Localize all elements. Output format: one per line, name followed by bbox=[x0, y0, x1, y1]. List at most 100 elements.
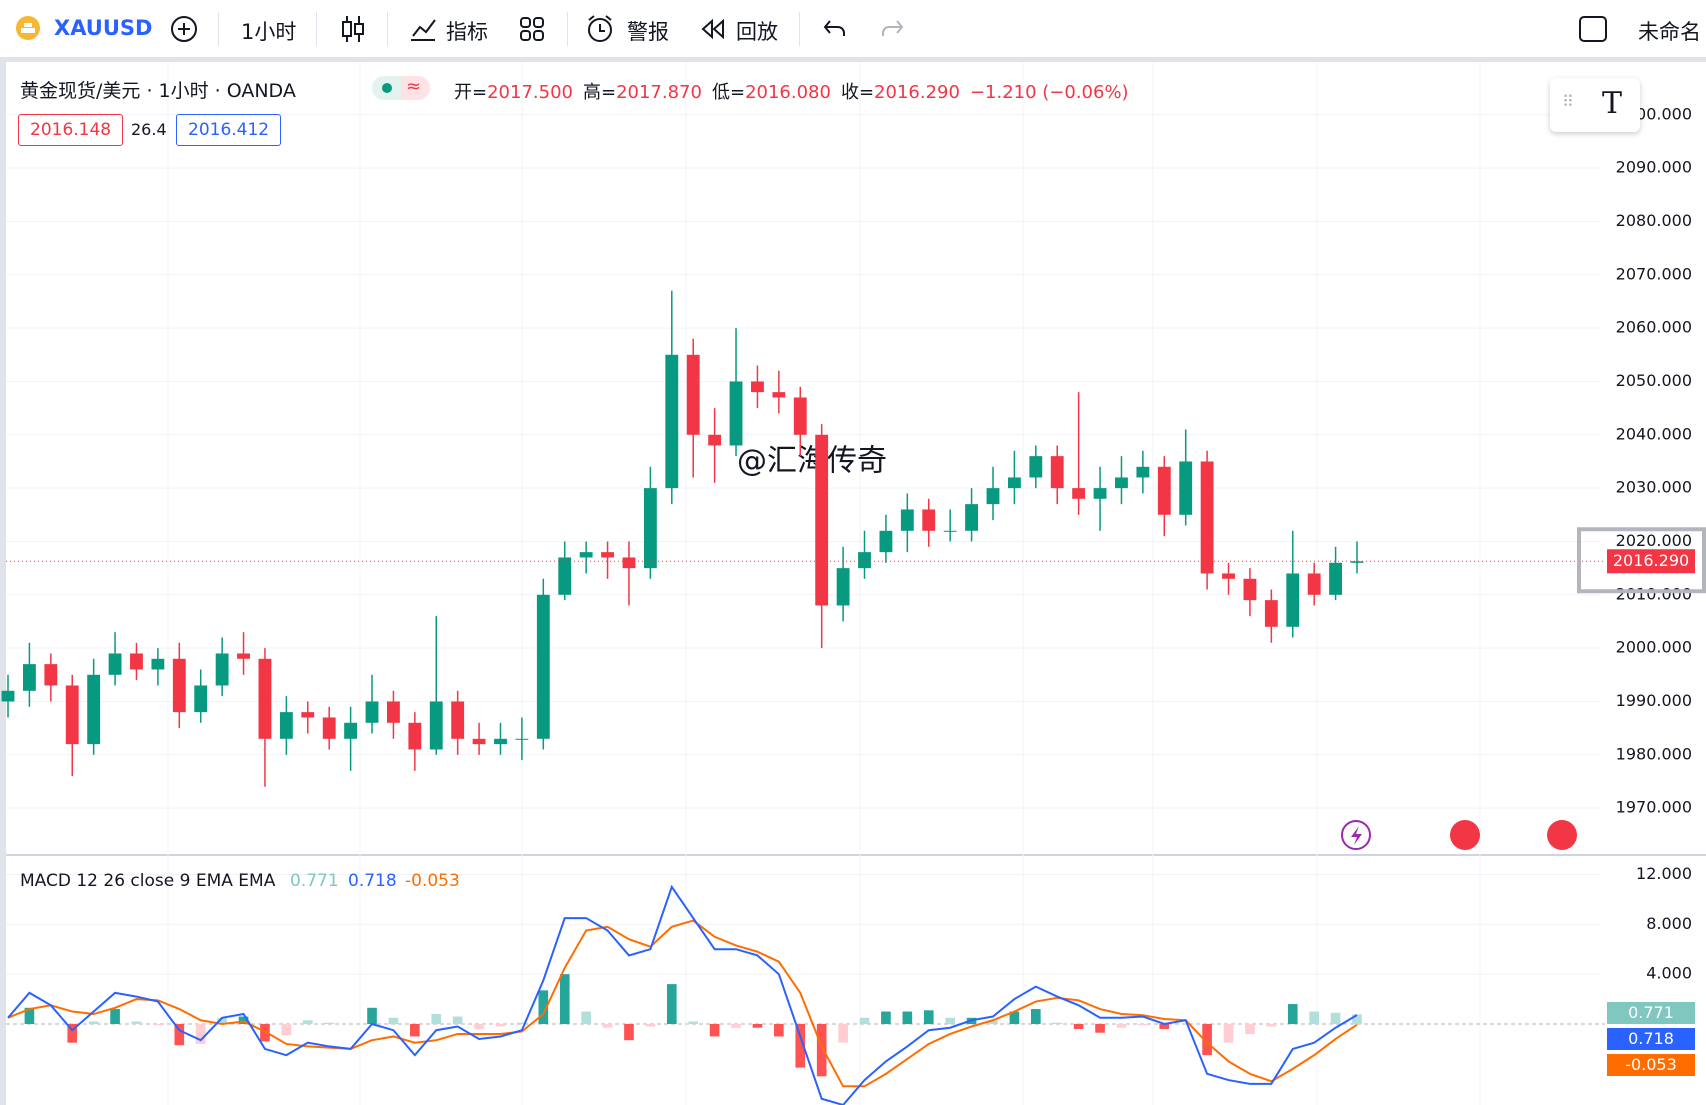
y-tick-label: 4.000 bbox=[1646, 964, 1692, 983]
candle-body bbox=[1264, 600, 1278, 627]
candle-body bbox=[172, 658, 186, 713]
macd-histogram-bar bbox=[1095, 1023, 1105, 1033]
candle-body bbox=[900, 509, 914, 531]
candle-body bbox=[558, 557, 572, 595]
macd-histogram-bar bbox=[1309, 1011, 1319, 1024]
interval[interactable]: 1小时 bbox=[241, 20, 297, 44]
candle-body bbox=[1329, 562, 1343, 595]
last-price-tag bbox=[1607, 549, 1695, 574]
text-tool-widget[interactable]: ⠿ T bbox=[1550, 78, 1640, 132]
y-tick-label: 1990.000 bbox=[1616, 691, 1692, 710]
candle-body bbox=[815, 434, 829, 606]
macd-histogram-bar bbox=[1009, 1011, 1020, 1024]
bid[interactable]: 2016.148 bbox=[18, 114, 124, 146]
candle-body bbox=[1286, 573, 1300, 627]
macd-histogram-bar bbox=[281, 1023, 292, 1036]
candle-body bbox=[858, 552, 871, 569]
macd-histogram-bar bbox=[795, 1023, 806, 1068]
candle-body bbox=[215, 653, 229, 686]
candle-body bbox=[643, 488, 657, 569]
spread: 26.4 bbox=[131, 120, 167, 139]
toolbar bbox=[0, 0, 1706, 62]
macd-histogram-bar bbox=[988, 1020, 998, 1024]
candle-body bbox=[408, 722, 422, 750]
macd-histogram-bar bbox=[153, 1023, 163, 1026]
macd-histogram-bar bbox=[324, 1022, 335, 1024]
economic-event[interactable] bbox=[1547, 820, 1577, 850]
separator bbox=[218, 12, 219, 46]
candle-body bbox=[322, 717, 336, 739]
macd-histogram-bar bbox=[602, 1023, 613, 1028]
indicators[interactable]: 指标 bbox=[446, 20, 488, 44]
candle-body bbox=[1, 690, 15, 702]
economic-event[interactable] bbox=[1450, 820, 1480, 850]
y-tick-label: 2030.000 bbox=[1616, 478, 1692, 497]
alerts[interactable]: 警报 bbox=[627, 20, 669, 44]
y-tick-label: 2020.000 bbox=[1616, 531, 1692, 550]
chart-title: 黄金现货/美元 · 1小时 · OANDA bbox=[20, 80, 296, 102]
macd-histogram-bar bbox=[1223, 1023, 1234, 1043]
macd-histogram-bar bbox=[452, 1016, 463, 1024]
candle-body bbox=[1307, 573, 1321, 595]
signal-tag: -0.053 bbox=[1607, 1054, 1695, 1076]
macd-histogram-bar bbox=[859, 1017, 870, 1024]
chart-type[interactable] bbox=[340, 14, 366, 44]
ask[interactable]: 2016.412 bbox=[176, 114, 282, 146]
candle-body bbox=[986, 488, 1000, 505]
macd-histogram-bar bbox=[581, 1011, 591, 1024]
macd-line bbox=[7, 884, 1358, 1105]
candle-body bbox=[922, 509, 936, 531]
y-tick-label: 1970.000 bbox=[1616, 798, 1692, 817]
y-tick-label: 2060.000 bbox=[1616, 318, 1692, 337]
y-tick-label: 8.000 bbox=[1646, 914, 1692, 933]
macd-histogram-bar bbox=[302, 1020, 313, 1024]
last-price-highlight bbox=[1577, 527, 1706, 594]
macd-histogram-bar bbox=[1030, 1009, 1041, 1024]
candle-body bbox=[1115, 477, 1128, 489]
macd-histogram-bar bbox=[559, 974, 570, 1024]
macd-histogram-bar bbox=[1202, 1023, 1212, 1056]
market-status[interactable]: ≈ bbox=[372, 76, 430, 100]
fullscreen[interactable] bbox=[1578, 15, 1608, 43]
indicators-icon[interactable] bbox=[408, 14, 438, 44]
hist-tag: 0.771 bbox=[1607, 1002, 1695, 1024]
undo[interactable] bbox=[822, 18, 848, 40]
y-tick-label: 2070.000 bbox=[1616, 264, 1692, 283]
layouts[interactable] bbox=[519, 16, 545, 42]
candle-body bbox=[1072, 488, 1086, 499]
macd-histogram-bar bbox=[645, 1023, 656, 1027]
candle-body bbox=[237, 653, 250, 659]
layout-name[interactable]: 未命名 bbox=[1638, 20, 1701, 44]
ohlc-value: 2016.080 bbox=[745, 82, 831, 103]
y-tick-label: 2050.000 bbox=[1616, 371, 1692, 390]
macd-histogram-bar bbox=[1330, 1012, 1341, 1024]
candle-body bbox=[686, 354, 700, 435]
symbol[interactable]: XAUUSD bbox=[54, 16, 153, 40]
marks: 2016.290 bbox=[1, 290, 1706, 1105]
candle-body bbox=[1050, 456, 1064, 489]
candle-body bbox=[1350, 561, 1364, 563]
replay[interactable]: 回放 bbox=[736, 20, 778, 44]
last-price-label: 2016.290 bbox=[1613, 551, 1689, 570]
macd-histogram-bar bbox=[838, 1023, 848, 1043]
candle-body bbox=[494, 738, 507, 745]
ohlc-label: 收= bbox=[840, 82, 875, 103]
replay-icon[interactable] bbox=[700, 18, 726, 40]
redo[interactable] bbox=[879, 18, 905, 40]
macd-value: 0.718 bbox=[348, 871, 397, 891]
candle-body bbox=[44, 664, 58, 686]
candle-body bbox=[1200, 461, 1214, 574]
add-symbol[interactable] bbox=[170, 15, 198, 43]
candle-body bbox=[622, 557, 636, 569]
macd-histogram-bar bbox=[666, 984, 677, 1024]
macd-histogram-bar bbox=[110, 1009, 120, 1024]
grid: 1970.000 1980.000 1990.000 2000.000 2010.000… bbox=[6, 104, 1692, 983]
macd-histogram-bar bbox=[945, 1017, 955, 1024]
candle-body bbox=[151, 658, 165, 670]
macd-histogram-bar bbox=[688, 1021, 699, 1024]
macd-tag: 0.718 bbox=[1607, 1028, 1695, 1050]
macd-histogram-bar bbox=[752, 1023, 763, 1028]
alert-icon[interactable] bbox=[585, 14, 617, 46]
candle-body bbox=[1222, 573, 1235, 579]
candle-body bbox=[1179, 461, 1193, 515]
